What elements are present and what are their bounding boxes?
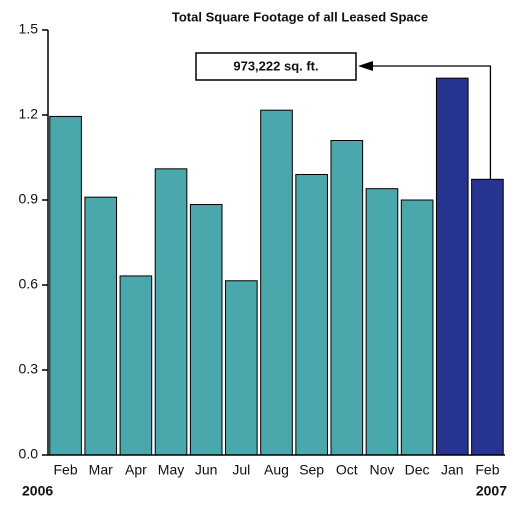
bar (400, 199, 434, 456)
bar (365, 188, 399, 456)
bar (330, 140, 364, 456)
bar (119, 275, 153, 456)
x-tick-label: Feb (475, 462, 499, 478)
x-tick-label: Jun (195, 462, 218, 478)
y-tick-label: 1.5 (19, 21, 39, 37)
bar (225, 280, 258, 456)
bar (295, 174, 328, 456)
y-tick-label: 0.3 (19, 361, 39, 377)
annotation-box (195, 52, 357, 81)
y-tick-label: 0.0 (19, 446, 39, 462)
chart-title: Total Square Footage of all Leased Space (172, 9, 428, 24)
x-tick-label: Oct (336, 462, 358, 478)
bar (49, 115, 82, 456)
year-label: 2006 (22, 483, 53, 499)
x-tick-label: Jul (232, 462, 250, 478)
annotation: 973,222 sq. ft. (233, 58, 318, 73)
x-tick-label: Aug (264, 462, 289, 478)
annotation-arrow (372, 65, 492, 180)
year-label: 2007 (476, 483, 507, 499)
x-tick-label: May (158, 462, 184, 478)
bar (260, 109, 293, 456)
x-tick-label: Apr (125, 462, 147, 478)
bar (84, 196, 118, 456)
x-tick-label: Mar (89, 462, 113, 478)
x-tick-label: Nov (370, 462, 395, 478)
y-tick-label: 1.2 (19, 106, 39, 122)
x-tick-label: Sep (299, 462, 324, 478)
bar (471, 178, 504, 456)
bar (154, 168, 188, 456)
bar (189, 204, 223, 456)
y-tick-label: 0.9 (19, 191, 39, 207)
bar (435, 77, 469, 456)
x-tick-label: Jan (441, 462, 464, 478)
x-tick-label: Feb (54, 462, 78, 478)
y-tick-label: 0.6 (19, 276, 39, 292)
arrowhead (358, 61, 373, 71)
x-tick-label: Dec (405, 462, 430, 478)
